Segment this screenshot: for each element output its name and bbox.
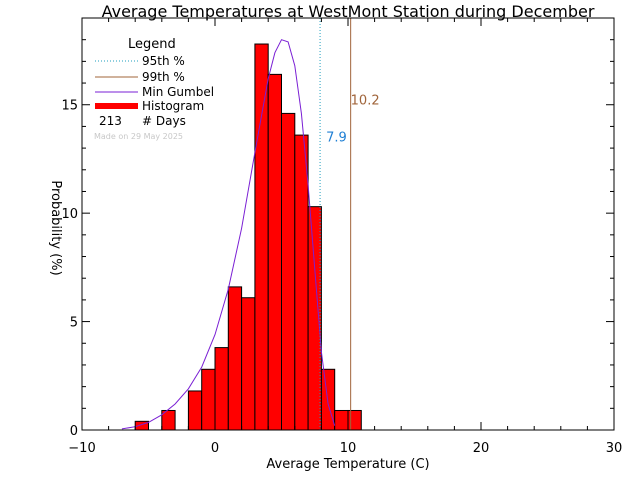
histogram-bar xyxy=(241,297,256,431)
legend-gumbel-label: Min Gumbel xyxy=(142,85,214,99)
legend-days-count: 213 xyxy=(99,114,122,128)
histogram-bar xyxy=(347,409,362,431)
gumbel-curve xyxy=(121,39,336,430)
y-tick-label: 5 xyxy=(70,316,78,331)
histogram-bar xyxy=(334,409,349,431)
legend-title: Legend xyxy=(128,37,176,52)
gumbel-curve-group xyxy=(121,39,336,430)
histogram-bar xyxy=(281,112,296,431)
x-axis-label: Average Temperature (C) xyxy=(266,457,429,472)
histogram-bar xyxy=(227,286,243,431)
y-tick-label: 0 xyxy=(70,424,78,439)
x-tick-label: 0 xyxy=(211,441,219,456)
histogram-bar xyxy=(320,368,336,431)
percentile-lines: 7.9 10.2 xyxy=(319,18,380,430)
x-tick-label: −10 xyxy=(68,441,95,456)
x-tick-label: 30 xyxy=(606,441,623,456)
y-axis-ticks: 0 5 10 15 xyxy=(61,39,614,439)
percentile-99-label: 10.2 xyxy=(351,94,380,109)
percentile-95-label: 7.9 xyxy=(326,131,347,146)
histogram-bar xyxy=(307,206,322,431)
histogram-bar xyxy=(254,43,269,431)
y-axis-label: Probability (%) xyxy=(48,180,63,275)
legend-histogram-swatch xyxy=(95,103,138,109)
legend-days-label: # Days xyxy=(142,114,186,128)
made-on-note: Made on 29 May 2025 xyxy=(94,132,183,141)
x-axis-ticks: −10 0 10 20 30 xyxy=(68,18,622,456)
legend: Legend 95th % 99th % Min Gumbel Histogra… xyxy=(94,37,214,141)
histogram-bar xyxy=(294,134,309,431)
histogram-bar xyxy=(187,390,203,431)
histogram-bar xyxy=(201,368,216,431)
legend-99th-label: 99th % xyxy=(142,70,185,84)
y-tick-label: 15 xyxy=(61,99,78,114)
x-tick-label: 20 xyxy=(473,441,490,456)
histogram-bar xyxy=(267,73,283,431)
legend-95th-label: 95th % xyxy=(142,54,185,68)
x-tick-label: 10 xyxy=(340,441,357,456)
histogram-bar xyxy=(214,347,229,431)
legend-histogram-label: Histogram xyxy=(142,99,204,113)
chart-title: Average Temperatures at WestMont Station… xyxy=(102,2,595,21)
y-tick-label: 10 xyxy=(61,207,78,222)
